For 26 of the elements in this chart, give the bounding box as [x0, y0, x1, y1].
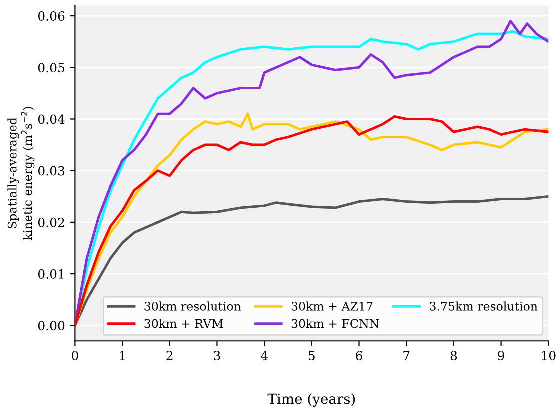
x-tick-label: 2 [166, 351, 173, 360]
y-tick-label: 0.03 [38, 166, 65, 176]
x-tick-label: 3 [214, 351, 220, 361]
y-tick-label: 0.05 [38, 63, 65, 73]
legend-label: 3.75km resolution [430, 302, 538, 311]
y-tick-label: 0.00 [38, 321, 65, 331]
x-tick-label: 7 [404, 351, 410, 360]
y-tick-label: 0.06 [38, 12, 65, 21]
y-axis-title: Spatially-averaged kinetic energy (m$^{2}$s$^{−2}$) [8, 107, 35, 240]
x-tick-label: 10 [542, 351, 556, 361]
x-tick-label: 6 [356, 351, 362, 361]
x-tick-label: 8 [450, 351, 458, 361]
legend-label: 30km resolution [144, 302, 242, 311]
y-tick-label: 0.01 [38, 270, 64, 279]
x-axis-title: Time (years) [268, 393, 356, 408]
x-tick-label: 5 [309, 351, 315, 361]
x-tick-label: 9 [498, 351, 504, 361]
legend-label: 30km + AZ17 [292, 302, 373, 311]
x-tick-label: 0 [72, 351, 78, 361]
x-tick-label: 4 [260, 351, 268, 360]
y-tick-label: 0.02 [38, 218, 64, 228]
x-tick-label: 1 [120, 351, 125, 360]
legend-label: 30km + FCNN [292, 319, 380, 328]
y-tick-label: 0.04 [38, 114, 65, 124]
line-series [75, 195, 549, 327]
legend-label: 30km + RVM [144, 319, 224, 328]
